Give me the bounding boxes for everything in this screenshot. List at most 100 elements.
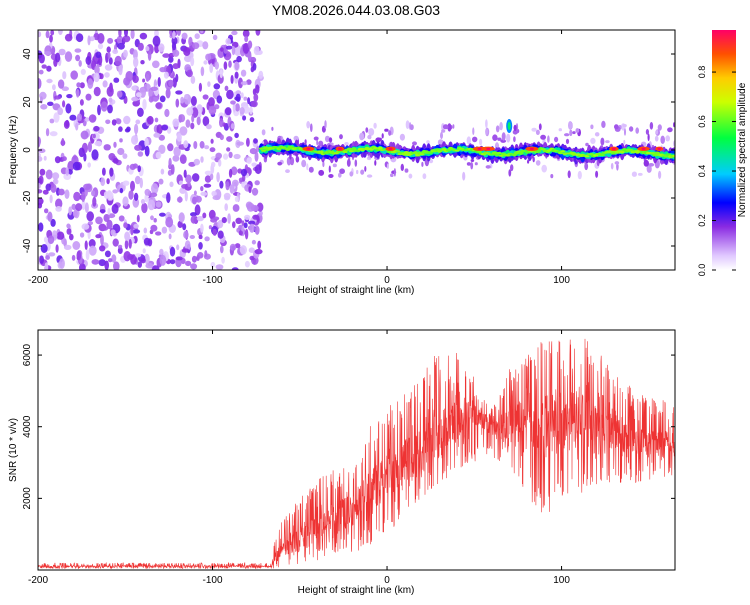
noise-blob — [224, 107, 232, 116]
halo-speck — [499, 122, 503, 131]
halo-speck — [393, 168, 396, 177]
noise-blob — [239, 245, 247, 255]
snr-y-tick-label: 6000 — [22, 344, 33, 367]
noise-blob — [168, 157, 172, 169]
noise-blob — [253, 138, 258, 144]
noise-blob — [76, 250, 82, 261]
noise-blob — [64, 189, 70, 199]
noise-blob — [61, 138, 65, 147]
noise-blob — [228, 60, 232, 68]
noise-blob — [72, 241, 81, 250]
noise-blob — [155, 201, 162, 208]
noise-blob — [103, 144, 111, 151]
noise-blob — [176, 30, 181, 36]
noise-blob — [232, 221, 236, 229]
snr-x-tick-label: -200 — [28, 575, 48, 586]
noise-blob — [110, 229, 116, 236]
halo-speck — [426, 140, 430, 144]
noise-blob — [57, 79, 65, 89]
noise-blob — [240, 81, 248, 86]
carrier-band-cell — [349, 150, 355, 153]
noise-blob — [76, 113, 83, 122]
noise-blob — [155, 151, 162, 159]
carrier-band-cell — [558, 152, 564, 154]
noise-blob — [235, 90, 242, 96]
noise-blob — [193, 190, 197, 196]
noise-blob — [161, 124, 169, 131]
noise-blob — [107, 104, 113, 114]
snr-x-tick-label: -100 — [203, 575, 223, 586]
noise-blob — [81, 223, 90, 230]
noise-blob — [78, 147, 85, 158]
noise-blob — [212, 34, 218, 41]
carrier-band-cell — [412, 151, 418, 154]
noise-blob — [38, 182, 41, 189]
noise-blob — [246, 137, 250, 147]
noise-blob — [204, 145, 210, 150]
noise-blob — [61, 86, 69, 91]
halo-speck — [584, 162, 589, 171]
noise-blob — [167, 143, 174, 152]
noise-blob — [38, 197, 44, 206]
noise-blob — [228, 168, 233, 178]
noise-blob — [230, 166, 238, 176]
noise-blob — [257, 240, 262, 250]
noise-blob — [100, 234, 104, 246]
halo-speck — [497, 137, 502, 141]
noise-blob — [259, 210, 263, 216]
halo-speck — [359, 132, 365, 141]
halo-speck — [541, 164, 547, 173]
halo-speck — [645, 129, 650, 135]
noise-blob — [226, 136, 233, 142]
noise-blob — [176, 196, 183, 203]
noise-blob — [63, 244, 72, 250]
noise-blob — [168, 233, 172, 240]
noise-blob — [122, 196, 129, 207]
noise-blob — [199, 141, 205, 149]
noise-blob — [169, 181, 174, 188]
noise-blob — [183, 140, 189, 149]
noise-blob — [190, 212, 197, 217]
noise-blob — [206, 124, 212, 130]
halo-speck — [472, 127, 475, 135]
noise-blob — [241, 220, 245, 227]
noise-blob — [211, 190, 217, 197]
halo-speck — [441, 129, 446, 133]
noise-blob — [221, 217, 227, 224]
noise-blob — [124, 239, 129, 250]
noise-blob — [152, 60, 160, 69]
noise-blob — [87, 78, 94, 89]
halo-speck — [564, 133, 570, 137]
halo-speck — [308, 166, 314, 173]
carrier-band-cell — [485, 152, 491, 154]
noise-blob — [100, 101, 108, 112]
halo-speck — [324, 135, 330, 143]
noise-blob — [50, 30, 55, 36]
halo-speck — [590, 124, 594, 130]
noise-blob — [68, 206, 73, 216]
noise-blob — [196, 216, 204, 222]
noise-blob — [109, 167, 114, 177]
noise-blob — [128, 238, 132, 249]
noise-blob — [254, 164, 262, 175]
noise-blob — [210, 261, 216, 268]
colorbar: 0.0 0.2 0.4 0.6 0.8 Normalized spectral ampl… — [697, 30, 748, 276]
carrier-band-cell — [505, 154, 511, 157]
noise-blob — [234, 132, 239, 139]
noise-blob — [172, 118, 180, 127]
noise-blob — [235, 93, 241, 103]
noise-blob — [168, 79, 174, 87]
halo-speck — [614, 124, 619, 130]
noise-blob — [106, 46, 111, 53]
noise-blob — [133, 56, 139, 68]
noise-blob — [193, 141, 198, 149]
noise-blob — [103, 191, 109, 199]
noise-blob — [181, 32, 188, 40]
noise-blob — [137, 165, 141, 173]
noise-blob — [208, 225, 212, 230]
halo-speck — [318, 140, 324, 147]
noise-blob — [87, 162, 91, 168]
carrier-hotspot-core — [306, 147, 311, 150]
noise-blob — [153, 132, 161, 138]
